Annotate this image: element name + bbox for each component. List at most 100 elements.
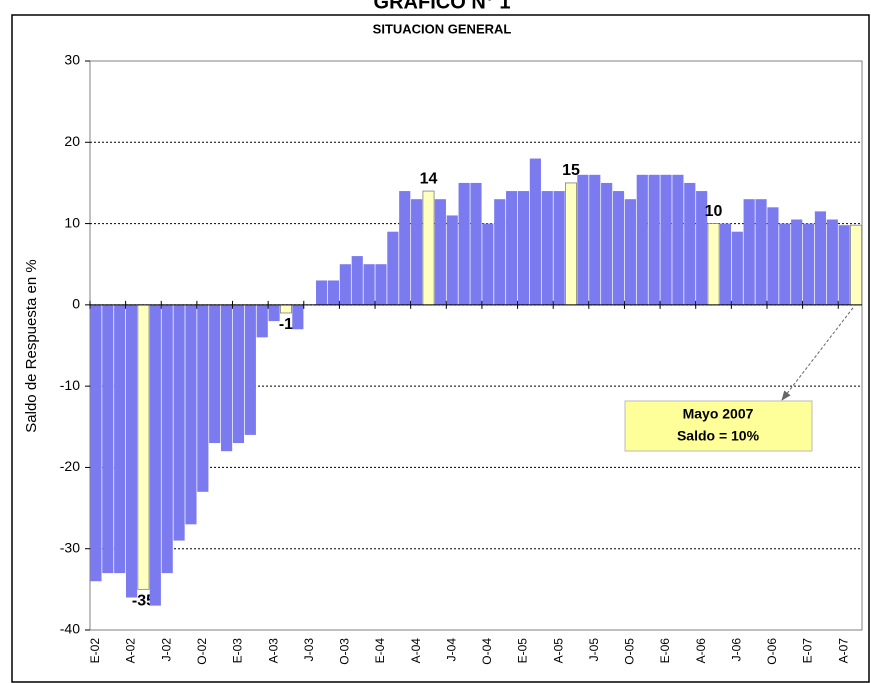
bar [339,264,351,305]
bar [660,174,672,305]
bar [601,182,613,305]
y-tick-label: 0 [72,296,80,312]
y-tick-label: 10 [64,214,80,230]
x-tick-label: A-04 [409,638,423,664]
bar [482,223,494,305]
bar [636,174,648,305]
x-tick-label: J-04 [444,638,458,662]
frame [11,14,870,683]
value-label: 14 [420,170,438,187]
bar [422,190,435,306]
bar [399,191,411,305]
x-tick-label: J-03 [302,638,316,662]
bar [470,182,482,305]
bar [826,219,838,305]
x-tick-label: O-03 [338,638,352,665]
bar [553,191,565,305]
bar [494,199,506,305]
bar [279,304,292,314]
x-tick-label: J-05 [587,638,601,662]
chart-title: SITUACION GENERAL [373,21,512,36]
bar [696,191,708,305]
bar [102,304,114,574]
bar [256,304,268,338]
bar [292,304,304,330]
x-tick-label: O-02 [195,638,209,665]
bar [838,225,850,305]
bar [802,223,815,305]
bar [149,304,161,606]
x-tick-label: E-07 [801,638,815,664]
y-tick-label: -10 [60,377,80,393]
bar [244,304,256,435]
bar [648,174,660,305]
bar [185,304,197,525]
value-label: 15 [562,162,580,179]
bar [161,304,173,574]
bar [387,231,399,305]
bar [327,280,340,305]
x-tick-label: O-05 [623,638,637,665]
bar [541,191,553,305]
x-tick-label: A-03 [266,638,280,664]
y-tick-label: -20 [60,458,80,474]
x-tick-label: O-04 [480,638,494,665]
bar [209,304,221,444]
x-tick-label: J-06 [729,638,743,662]
bar [577,174,589,305]
bar [707,223,720,306]
bar [197,304,209,492]
annotation-box [624,400,813,452]
y-tick-label: 20 [64,133,80,149]
bar [90,304,102,582]
bar [589,174,601,305]
x-tick-label: E-05 [516,638,530,664]
bar [411,199,423,305]
bar [114,304,126,574]
bar [517,191,530,305]
x-tick-label: E-03 [231,638,245,664]
bar [268,304,280,322]
value-label: 10 [705,203,723,220]
x-tick-label: A-02 [124,638,138,664]
bar [316,280,328,305]
y-tick-label: -30 [60,539,80,555]
bar [565,182,577,306]
bar [529,158,541,305]
bar [173,304,185,541]
bar [767,207,779,305]
chart-heading: GRAFICO N° 1 [374,0,511,13]
bar [755,199,767,305]
x-tick-label: J-02 [159,638,173,662]
x-tick-label: E-06 [658,638,672,664]
value-label: -1 [279,316,293,333]
bar [624,199,636,305]
x-tick-label: A-05 [551,638,565,664]
bar [743,199,755,305]
x-tick-label: E-04 [373,638,387,664]
x-tick-label: A-06 [694,638,708,664]
value-label: -35 [132,593,155,610]
bar [791,219,803,305]
bar [363,264,375,305]
y-tick-label: -40 [60,621,80,637]
bar [137,304,150,590]
bar [458,182,470,305]
bar [221,304,233,452]
y-tick-label: 30 [64,52,80,68]
bar [232,304,245,444]
bar [375,264,387,305]
annotation-text: Saldo = 10% [677,428,760,444]
y-axis-title: Saldo de Respuesta en % [23,259,40,432]
bar [731,231,743,305]
bar [814,211,827,305]
bar [612,191,625,305]
x-tick-label: A-07 [836,638,850,664]
bar [684,182,696,305]
x-tick-label: E-02 [88,638,102,664]
annotation-arrow [781,307,854,401]
bar [446,215,458,305]
bar [125,304,138,598]
bar [506,191,518,305]
